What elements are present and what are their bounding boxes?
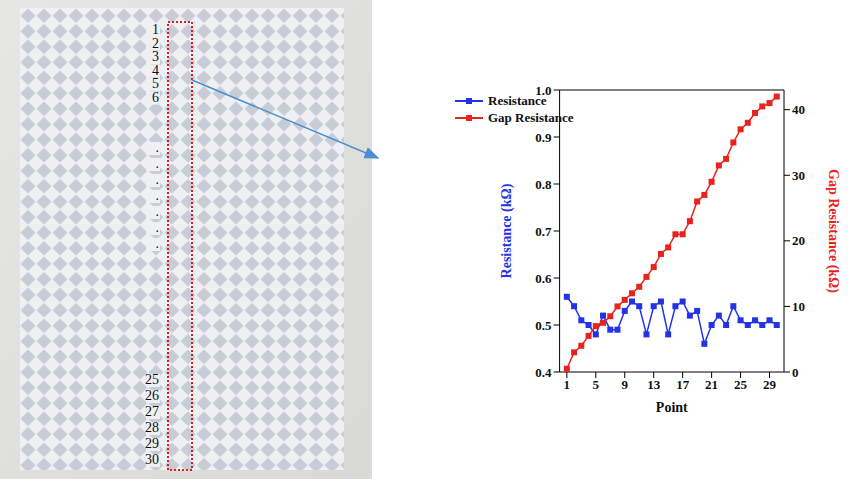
svg-text:20: 20	[792, 233, 805, 248]
svg-text:29: 29	[145, 436, 159, 451]
svg-text:0.8: 0.8	[535, 177, 552, 192]
svg-text:2: 2	[152, 35, 159, 51]
svg-text:28: 28	[145, 420, 159, 435]
svg-text:9: 9	[621, 377, 628, 392]
svg-text:.: .	[156, 172, 160, 187]
svg-text:5: 5	[593, 377, 600, 392]
svg-text:Gap Resistance (kΩ): Gap Resistance (kΩ)	[825, 169, 841, 293]
svg-text:6: 6	[152, 90, 159, 105]
svg-text:0.9: 0.9	[535, 130, 552, 145]
svg-text:21: 21	[705, 377, 718, 392]
svg-text:5: 5	[152, 76, 159, 91]
svg-text:.: .	[156, 236, 160, 251]
svg-text:1: 1	[152, 22, 159, 37]
svg-text:0.4: 0.4	[535, 365, 552, 380]
svg-text:.: .	[156, 188, 160, 203]
svg-text:.: .	[156, 220, 160, 235]
svg-text:0.7: 0.7	[535, 224, 552, 239]
svg-text:27: 27	[145, 404, 159, 419]
svg-text:17: 17	[676, 377, 690, 392]
html-text:Gap Resistance: Gap Resistance	[488, 109, 574, 125]
svg-text:1: 1	[564, 377, 571, 392]
svg-text:13: 13	[647, 377, 661, 392]
svg-text:0.5: 0.5	[535, 318, 552, 333]
svg-text:10: 10	[792, 299, 805, 314]
svg-text:.: .	[156, 140, 160, 155]
svg-text:Point: Point	[656, 400, 688, 415]
svg-text:Resistance (kΩ): Resistance (kΩ)	[499, 183, 515, 278]
svg-text:40: 40	[792, 102, 805, 117]
svg-text:25: 25	[734, 377, 748, 392]
svg-text:1.0: 1.0	[535, 83, 551, 98]
html-text:Resistance: Resistance	[488, 92, 547, 108]
svg-text:0: 0	[792, 365, 799, 380]
svg-text:26: 26	[145, 388, 159, 403]
svg-text:0.6: 0.6	[535, 271, 552, 286]
svg-text:25: 25	[145, 372, 159, 387]
svg-text:29: 29	[763, 377, 777, 392]
svg-text:30: 30	[145, 452, 159, 467]
svg-text:.: .	[156, 156, 160, 171]
svg-text:4: 4	[152, 62, 159, 78]
svg-text:30: 30	[792, 168, 805, 183]
svg-text:3: 3	[152, 49, 159, 64]
svg-text:.: .	[156, 204, 160, 219]
